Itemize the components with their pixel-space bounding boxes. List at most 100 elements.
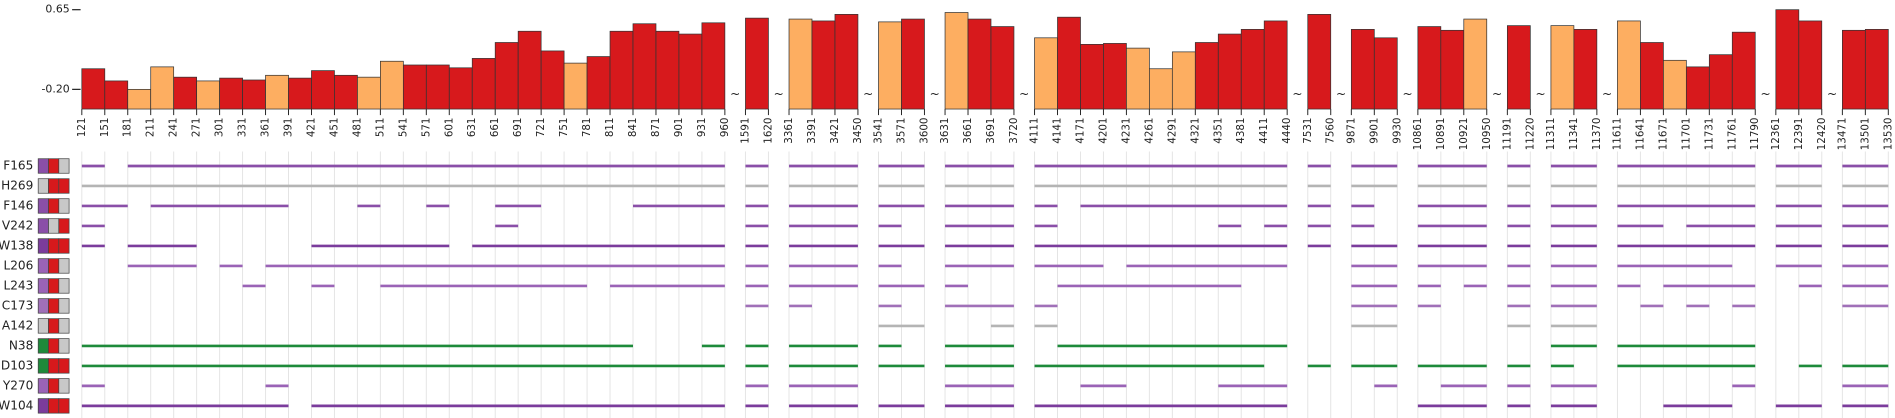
bar xyxy=(81,68,106,110)
axis-break: ~ xyxy=(730,87,740,101)
bar xyxy=(1194,42,1219,110)
row-swatch xyxy=(37,318,49,334)
bar xyxy=(196,80,220,110)
x-tick-label: 601 xyxy=(443,118,455,138)
row-label: F146 xyxy=(3,198,33,212)
x-tick-label: 11341 xyxy=(1568,118,1580,151)
bar xyxy=(265,74,289,110)
bar xyxy=(1240,29,1265,110)
x-tick-label: 11370 xyxy=(1591,118,1603,151)
x-tick-label: 781 xyxy=(581,118,593,138)
row-swatch xyxy=(48,338,60,354)
x-tick-label: 7531 xyxy=(1302,118,1314,144)
x-tick-label: 211 xyxy=(145,118,157,138)
bar xyxy=(967,18,992,110)
row-label: A142 xyxy=(2,318,33,332)
x-tick-label: 571 xyxy=(420,118,432,138)
x-tick-label: 4291 xyxy=(1166,118,1178,144)
x-tick-label: 13530 xyxy=(1882,118,1894,151)
x-tick-label: 511 xyxy=(374,118,386,138)
bar xyxy=(811,20,836,110)
x-tick-label: 151 xyxy=(99,118,111,138)
axis-break: ~ xyxy=(1602,87,1612,101)
bar xyxy=(1731,31,1756,110)
bar xyxy=(242,79,266,110)
x-tick-label: 3361 xyxy=(783,118,795,144)
bar xyxy=(1550,25,1575,110)
bar xyxy=(878,21,902,110)
bar xyxy=(1440,29,1465,110)
row-swatch xyxy=(48,218,60,234)
row-swatch xyxy=(48,318,60,334)
row-swatch xyxy=(58,338,70,354)
row-swatch xyxy=(37,358,49,374)
x-tick-label: 13501 xyxy=(1859,118,1871,151)
bar xyxy=(150,66,175,110)
bar xyxy=(678,33,703,110)
axis-break: ~ xyxy=(1536,87,1546,101)
row-label: W104 xyxy=(0,398,34,412)
x-tick-label: 361 xyxy=(260,118,272,138)
x-tick-label: 11611 xyxy=(1611,118,1623,151)
bar xyxy=(127,88,152,110)
row-swatch xyxy=(48,398,60,414)
row-swatch xyxy=(48,378,60,394)
x-tick-label: 751 xyxy=(558,118,570,138)
bar xyxy=(425,64,450,110)
bar xyxy=(494,42,519,110)
x-tick-label: 960 xyxy=(719,118,731,138)
x-tick-label: 11311 xyxy=(1545,118,1557,151)
row-swatch xyxy=(48,198,60,214)
bar xyxy=(1506,25,1531,110)
x-tick-label: 931 xyxy=(696,118,708,138)
bar xyxy=(1080,44,1104,110)
row-swatch xyxy=(37,158,49,174)
row-swatch xyxy=(48,278,60,294)
bar xyxy=(334,74,358,110)
bar xyxy=(990,26,1015,110)
x-tick-label: 4111 xyxy=(1029,118,1041,144)
x-tick-label: 10921 xyxy=(1458,118,1470,151)
row-swatch xyxy=(37,398,49,414)
row-label: W138 xyxy=(0,238,33,252)
x-tick-label: 4261 xyxy=(1143,118,1155,144)
axis-break: ~ xyxy=(1336,87,1346,101)
bar xyxy=(944,12,969,110)
axis-break: ~ xyxy=(863,87,873,101)
x-tick-label: 11220 xyxy=(1524,118,1536,151)
bar xyxy=(1864,29,1889,110)
x-tick-label: 11761 xyxy=(1726,118,1738,151)
row-label: Y270 xyxy=(2,378,34,392)
bar xyxy=(288,77,312,110)
row-swatch xyxy=(58,178,70,194)
row-swatch xyxy=(48,358,60,374)
x-tick-label: 11731 xyxy=(1703,118,1715,151)
x-tick-label: 10891 xyxy=(1435,118,1447,151)
bar xyxy=(745,17,769,110)
row-label: D103 xyxy=(1,358,33,372)
row-swatch xyxy=(58,318,70,334)
bar xyxy=(1685,66,1710,110)
row-label: V242 xyxy=(2,218,33,232)
x-tick-label: 3541 xyxy=(873,118,885,144)
x-tick-label: 181 xyxy=(122,118,134,138)
x-tick-label: 3691 xyxy=(985,118,997,144)
row-swatch xyxy=(48,238,60,254)
bar xyxy=(104,80,129,110)
x-tick-label: 3631 xyxy=(939,118,951,144)
row-swatch xyxy=(58,358,70,374)
x-tick-label: 391 xyxy=(283,118,295,138)
bar xyxy=(1263,20,1288,110)
x-tick-label: 12420 xyxy=(1816,118,1828,151)
x-tick-label: 121 xyxy=(76,118,88,138)
bar xyxy=(563,62,588,110)
row-swatch xyxy=(58,378,70,394)
bar xyxy=(788,18,813,110)
x-tick-label: 4201 xyxy=(1097,118,1109,144)
x-tick-label: 12391 xyxy=(1793,118,1805,151)
x-tick-label: 9901 xyxy=(1368,118,1380,144)
row-swatch xyxy=(48,258,60,274)
bar xyxy=(1307,14,1332,110)
